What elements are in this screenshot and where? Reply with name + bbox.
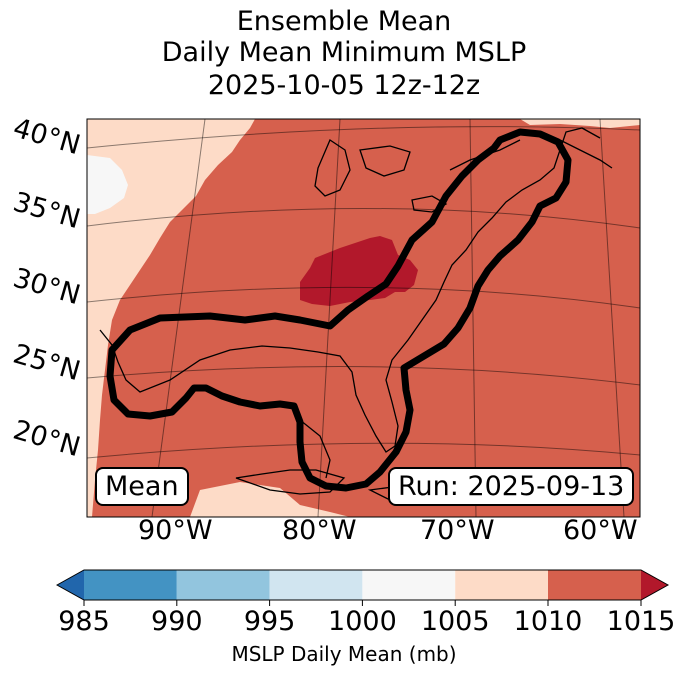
colorbar-seg-1005-1010: [455, 570, 548, 600]
lon-label-60w: 60°W: [563, 515, 638, 546]
colorbar-tick-1005: 1005: [420, 606, 490, 637]
field-1015-plus: [300, 236, 418, 306]
colorbar: [55, 569, 670, 606]
colorbar-tick-985: 985: [58, 606, 110, 637]
title-line-3: 2025-10-05 12z-12z: [207, 70, 481, 101]
coastlines: [99, 127, 613, 501]
run-date-box: Run: 2025-09-13: [388, 467, 635, 506]
colorbar-extend-high: [641, 570, 668, 600]
field-1005-1010-south: [190, 482, 350, 517]
colorbar-seg-1000-1005: [362, 570, 456, 600]
field-1000-1005: [87, 155, 128, 214]
colorbar-tick-1015: 1015: [606, 606, 676, 637]
colorbar-seg-985-990: [84, 570, 177, 600]
colorbar-tick-1010: 1010: [513, 606, 583, 637]
field-1005-1010-ne: [520, 119, 640, 128]
colorbar-tick-1000: 1000: [328, 606, 397, 637]
lon-label-70w: 70°W: [420, 515, 495, 546]
lon-label-90w: 90°W: [138, 515, 213, 546]
colorbar-tick-990: 990: [151, 606, 203, 637]
field-1005-1010-west: [87, 119, 255, 517]
colorbar-seg-995-1000: [269, 570, 363, 600]
title-line-1: Ensemble Mean: [236, 6, 452, 37]
mean-legend-box: Mean: [95, 467, 189, 506]
title-line-2: Daily Mean Minimum MSLP: [161, 37, 527, 68]
colorbar-label: MSLP Daily Mean (mb): [231, 642, 457, 666]
colorbar-seg-990-995: [176, 570, 270, 600]
colorbar-tick-995: 995: [243, 606, 296, 637]
track-outline: [106, 128, 572, 492]
map-frame: [86, 118, 641, 518]
map-area: [87, 119, 640, 517]
colorbar-seg-1010-1015: [548, 570, 641, 600]
graticule: [87, 119, 640, 517]
colorbar-extend-low: [57, 570, 84, 600]
lon-label-80w: 80°W: [282, 515, 357, 546]
